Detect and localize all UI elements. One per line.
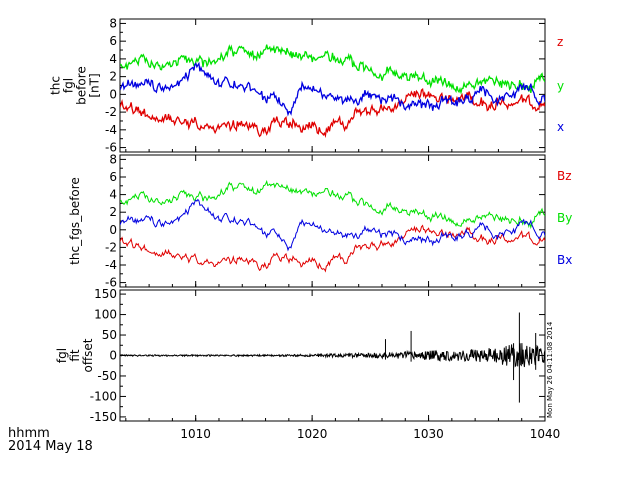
y-axis-label-line: before	[75, 66, 89, 105]
panel-fgs-before: -6 -4 -2 0 2 4 6 8 thc_fgs_before	[68, 152, 546, 290]
y-axis-label-line: [nT]	[88, 73, 102, 97]
y-tick-label: -4	[105, 258, 117, 272]
y-axis-label-line: fit	[68, 349, 82, 362]
y-tick-label: 2	[109, 70, 117, 84]
legend-x: x	[557, 120, 564, 134]
y-tick-label: -2	[105, 240, 117, 254]
legend-bz: Bz	[557, 169, 572, 183]
legend-y: y	[557, 79, 564, 93]
series-line-y	[120, 44, 545, 95]
y-axis-label-line: fgl	[62, 78, 76, 93]
date-label: 2014 May 18	[8, 439, 93, 454]
y-axis-label-line: fgl	[55, 348, 69, 363]
panel-fit-offset: -150 -100 -50 0 50 100 150 1010 1020 1030 1040 fgl f…	[55, 287, 560, 441]
x-tick-label: 1020	[297, 427, 328, 441]
y-tick-label: 0	[109, 349, 117, 363]
y-tick-label: 6	[109, 34, 117, 48]
series-line-z	[120, 87, 545, 138]
y-tick-label: 150	[94, 287, 117, 301]
y-tick-label: -4	[105, 123, 117, 137]
panel-fgl-before: -6 -4 -2 0 2 4 6 8 thc fgl before [nT]	[49, 16, 546, 155]
y-tick-label: 8	[109, 152, 117, 166]
x-tick-label: 1010	[180, 427, 211, 441]
y-tick-label: -100	[90, 389, 117, 403]
y-tick-label: 6	[109, 170, 117, 184]
y-tick-label: 0	[109, 223, 117, 237]
x-tick-label: 1030	[413, 427, 444, 441]
series-line-x	[120, 61, 545, 117]
y-tick-label: 2	[109, 205, 117, 219]
legend-z: z	[557, 35, 563, 49]
y-axis-label-line: thc	[49, 76, 63, 95]
y-tick-label: 0	[109, 87, 117, 101]
y-tick-label: 8	[109, 16, 117, 30]
plot-frame	[119, 154, 546, 288]
plot-area	[120, 179, 545, 273]
series-line-by	[120, 179, 545, 230]
y-tick-label: -6	[105, 276, 117, 290]
x-tick-label: 1040	[530, 427, 561, 441]
series-line-bx	[120, 198, 545, 252]
y-axis-label: thc_fgs_before	[68, 177, 82, 265]
y-axis-label-line: offset	[81, 338, 95, 372]
y-tick-label: -150	[90, 410, 117, 424]
series-line-bz	[120, 224, 545, 273]
legend-bx: Bx	[557, 253, 572, 267]
legend-by: By	[557, 211, 572, 225]
legend: z y x Bz By Bx	[557, 35, 572, 267]
plot-area	[120, 44, 545, 138]
y-tick-label: 50	[102, 328, 117, 342]
timestamp: Mon May 26 04:11:08 2014	[546, 321, 554, 418]
y-tick-label: 100	[94, 308, 117, 322]
y-tick-label: -50	[97, 369, 117, 383]
series-line-offset	[120, 343, 545, 368]
y-tick-label: -2	[105, 105, 117, 119]
time-label: hhmm	[8, 426, 50, 441]
y-tick-label: 4	[109, 188, 117, 202]
y-tick-label: -6	[105, 141, 117, 155]
y-tick-label: 4	[109, 52, 117, 66]
plot-area	[120, 312, 545, 403]
